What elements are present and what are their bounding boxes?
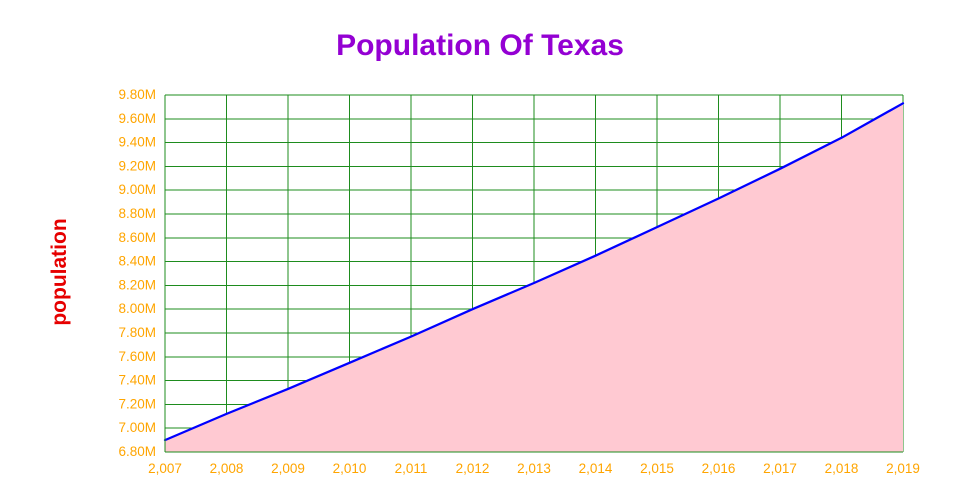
y-tick-label: 9.00M (118, 182, 156, 197)
chart-axes (164, 95, 903, 453)
x-tick-label: 2,012 (456, 461, 490, 476)
y-tick-label: 7.00M (118, 420, 156, 435)
y-tick-label: 8.80M (118, 206, 156, 221)
series-line (163, 102, 905, 442)
y-tick-label: 8.60M (118, 230, 156, 245)
y-tick-label: 8.00M (118, 301, 156, 316)
x-tick-label: 2,013 (517, 461, 551, 476)
y-tick-label: 9.60M (118, 111, 156, 126)
x-tick-label: 2,008 (210, 461, 244, 476)
y-tick-label: 6.80M (118, 444, 156, 459)
x-tick-label: 2,019 (886, 461, 920, 476)
y-tick-label: 7.20M (118, 396, 156, 411)
y-tick-label: 9.20M (118, 158, 156, 173)
x-tick-label: 2,007 (148, 461, 182, 476)
y-tick-label: 7.40M (118, 373, 156, 388)
chart-tick-labels: 6.80M 7.00M 7.20M 7.40M 7.60M 7.80M 8.00M 8.20M… (118, 87, 919, 476)
y-tick-label: 7.60M (118, 349, 156, 364)
x-tick-label: 2,015 (640, 461, 674, 476)
y-tick-label: 7.80M (118, 325, 156, 340)
x-tick-label: 2,014 (579, 461, 613, 476)
chart-area-fill (165, 103, 903, 453)
x-tick-label: 2,011 (395, 461, 428, 476)
chart-data-line (163, 102, 905, 442)
x-tick-label: 2,009 (271, 461, 305, 476)
y-tick-label: 9.80M (118, 87, 156, 102)
y-axis-title: population (48, 218, 71, 325)
y-tick-label: 8.20M (118, 277, 156, 292)
x-tick-label: 2,017 (763, 461, 797, 476)
y-tick-label: 8.40M (118, 254, 156, 269)
chart-title: Population Of Texas (336, 29, 624, 62)
x-tick-label: 2,010 (333, 461, 367, 476)
x-tick-label: 2,016 (702, 461, 736, 476)
x-tick-label: 2,018 (825, 461, 859, 476)
y-tick-label: 9.40M (118, 135, 156, 150)
series-area (165, 103, 903, 453)
